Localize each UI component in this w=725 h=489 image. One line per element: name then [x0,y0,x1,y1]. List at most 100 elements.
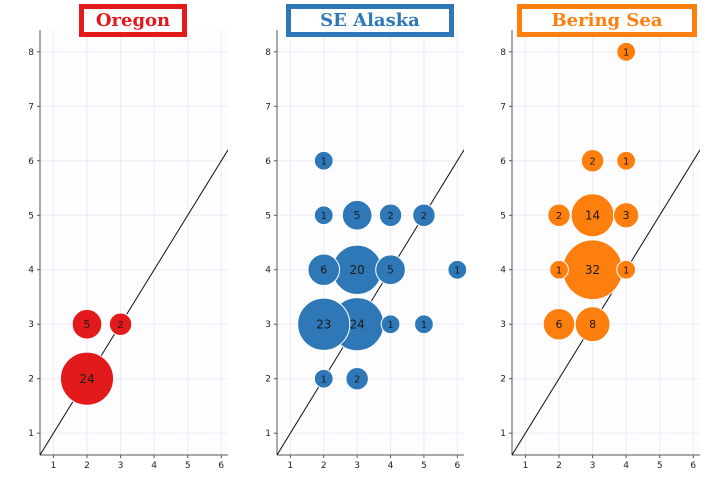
bubble-count-label: 20 [350,263,365,277]
bubble-point [542,307,576,341]
bubble-count-label: 2 [387,211,393,222]
bubble-count-label: 2 [354,374,360,385]
bubble-point [380,314,401,335]
bubble-point [447,259,468,280]
y-tick-label: 4 [28,266,34,276]
bubble-point [580,149,605,173]
bubble-point [108,312,133,336]
reference-line [40,149,228,455]
bubble-point [412,203,436,227]
bubble-count-label: 1 [454,265,460,276]
bubble-point [378,203,403,227]
bubble-point [313,368,334,389]
x-tick-label: 3 [118,461,124,471]
panel-title-se-alaska: SE Alaska [286,4,454,37]
y-tick-label: 2 [500,375,506,385]
bubble-point [616,259,637,280]
bubble-count-label: 5 [387,264,394,277]
x-tick-label: 2 [556,461,562,471]
bubble-count-label: 2 [556,211,562,222]
x-tick-label: 2 [84,461,90,471]
x-tick-label: 6 [454,461,460,471]
bubble-count-label: 6 [556,318,563,331]
bubble-point [616,150,637,171]
bubble-count-label: 1 [421,320,427,331]
x-tick-label: 4 [151,461,157,471]
y-tick-label: 2 [28,375,34,385]
bubble-count-label: 1 [321,156,327,167]
y-tick-label: 6 [28,157,34,167]
bubble-point [313,205,334,226]
y-tick-label: 4 [500,266,506,276]
bubble-count-label: 8 [589,318,596,331]
y-tick-label: 6 [265,157,271,167]
y-tick-label: 5 [265,211,271,221]
bubble-count-label: 1 [321,211,327,222]
bubble-count-label: 2 [589,156,595,167]
x-tick-label: 5 [657,461,663,471]
bubble-count-label: 32 [585,263,600,277]
y-tick-label: 8 [28,48,34,58]
bubble-count-label: 23 [316,318,331,332]
panel-oregon: 1 2 3 4 5 6 1 2 3 4 5 6 7 8 24 5 2 [28,30,228,471]
bubble-count-label: 2 [117,320,123,331]
x-tick-label: 4 [388,461,394,471]
bubble-count-label: 14 [585,209,600,223]
y-tick-label: 7 [500,102,506,112]
bubble-point [613,202,640,229]
bubble-point [341,199,373,231]
bubble-point [59,351,115,406]
bubble-count-label: 1 [556,265,562,276]
y-tick-label: 7 [265,102,271,112]
y-tick-label: 1 [265,429,271,439]
y-tick-label: 8 [500,48,506,58]
bubble-count-label: 24 [79,372,94,386]
panel-title-bering-sea: Bering Sea [517,4,697,37]
bubble-count-label: 1 [387,320,393,331]
bubble-point [547,203,571,227]
bubble-count-label: 1 [623,265,629,276]
x-tick-label: 1 [51,461,57,471]
y-tick-label: 8 [265,48,271,58]
x-tick-label: 6 [218,461,224,471]
x-tick-label: 4 [623,461,629,471]
panel-title-oregon: Oregon [79,4,187,37]
bubble-point [307,253,341,287]
x-tick-label: 1 [523,461,529,471]
y-tick-label: 1 [500,429,506,439]
bubble-point [71,308,103,340]
bubble-count-label: 24 [350,318,365,332]
bubble-point [616,41,637,62]
bubble-count-label: 5 [84,318,91,331]
x-tick-label: 3 [354,461,360,471]
x-tick-label: 6 [690,461,696,471]
x-tick-label: 5 [421,461,427,471]
x-tick-label: 1 [287,461,293,471]
bubble-count-label: 2 [421,211,427,222]
y-tick-label: 1 [28,429,34,439]
x-tick-label: 2 [321,461,327,471]
x-tick-label: 5 [185,461,191,471]
y-tick-label: 5 [28,211,34,221]
y-tick-label: 3 [28,320,34,330]
bubble-count-label: 1 [623,47,629,58]
plot-area [277,30,464,455]
bubble-point [297,297,351,351]
y-tick-label: 3 [500,320,506,330]
bubble-point [375,254,406,286]
bubble-count-label: 5 [354,209,361,222]
bubble-count-label: 1 [623,156,629,167]
y-tick-label: 6 [500,157,506,167]
y-tick-label: 2 [265,375,271,385]
bubble-count-label: 6 [320,264,327,277]
y-tick-label: 3 [265,320,271,330]
bubble-count-label: 1 [321,374,327,385]
bubble-point [345,366,369,391]
reference-line [512,149,700,455]
y-tick-label: 4 [265,266,271,276]
bubble-point [549,259,569,280]
y-tick-label: 5 [500,211,506,221]
